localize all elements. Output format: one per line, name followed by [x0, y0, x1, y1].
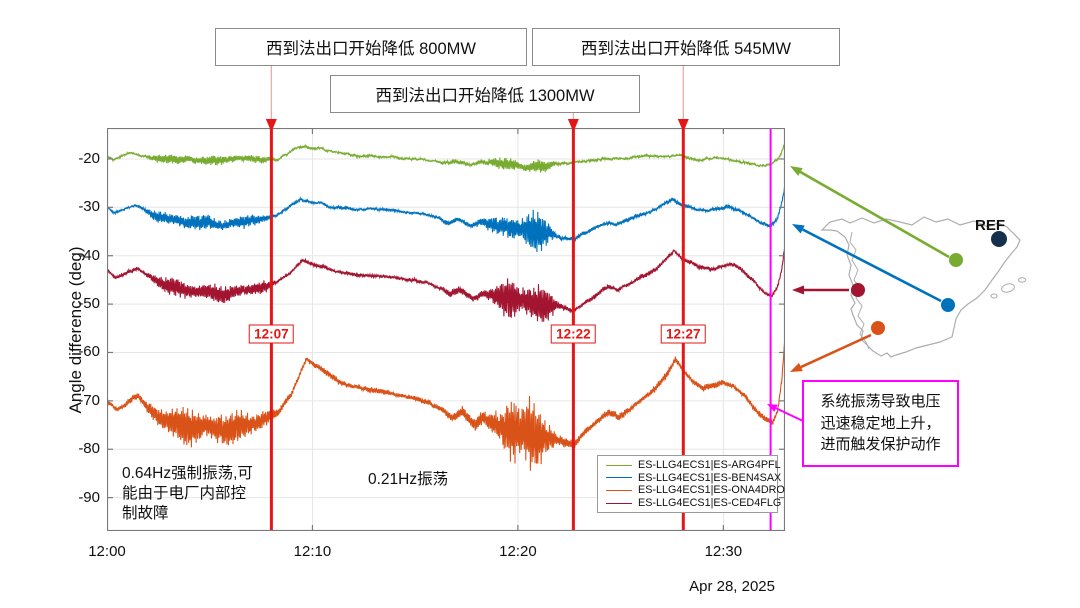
- menorca-island: [1018, 277, 1026, 283]
- legend-label: ES-LLG4ECS1|ES-ONA4DRO: [638, 484, 785, 497]
- event-time-label-12:22: 12:22: [551, 324, 596, 344]
- y-tick-label: -40: [78, 246, 100, 264]
- legend-label: ES-LLG4ECS1|ES-ARG4PFL: [638, 459, 781, 472]
- annotation-protection-text: 系统振荡导致电压 迅速稳定地上升， 进而触发保护动作: [820, 392, 941, 454]
- axes-frame: [107, 128, 785, 531]
- annotation-box-800mw: 西到法出口开始降低 800MW: [215, 28, 527, 66]
- event-time-label-12:27: 12:27: [661, 324, 706, 344]
- map-arrow-ES-ONA4DRO-head: [790, 362, 803, 372]
- map-dot-ES-CED4FLG: [851, 283, 865, 297]
- x-tick-label: 12:00: [88, 543, 126, 560]
- annotation-0-21hz-oscillation: 0.21Hz振荡: [368, 471, 449, 488]
- ref-label: REF: [975, 217, 1005, 234]
- trace-ES-ONA4DRO: [107, 337, 785, 471]
- legend-line-swatch: [606, 502, 632, 504]
- map-dot-ES-ONA4DRO: [871, 321, 885, 335]
- gridlines: [107, 128, 785, 531]
- legend-item: ES-LLG4ECS1|ES-ARG4PFL: [606, 459, 781, 472]
- annotation-protection-box: 系统振荡导致电压 迅速稳定地上升， 进而触发保护动作: [802, 380, 959, 467]
- annotation-box-545mw: 西到法出口开始降低 545MW: [532, 28, 840, 66]
- event-time-label-12:07: 12:07: [249, 324, 294, 344]
- map-dot-ES-BEN4SAX: [941, 298, 955, 312]
- y-tick-label: -80: [78, 440, 100, 458]
- y-tick-label: -90: [78, 488, 100, 506]
- ibiza-island: [990, 293, 998, 299]
- legend-label: ES-LLG4ECS1|ES-BEN4SAX: [638, 471, 782, 484]
- y-tick-label: -30: [78, 198, 100, 216]
- legend-item: ES-LLG4ECS1|ES-CED4FLG: [606, 497, 781, 510]
- y-tick-label: -20: [78, 149, 100, 167]
- x-tick-label: 12:20: [499, 543, 537, 560]
- x-tick-label: 12:10: [293, 543, 332, 560]
- map-arrow-ES-BEN4SAX-head: [792, 224, 805, 234]
- map-dot-REF: [991, 231, 1007, 247]
- y-tick-label: -60: [78, 343, 100, 361]
- iberia-map: REF: [820, 216, 1026, 358]
- annotation-0-64hz-oscillation: 0.64Hz强制振荡,可 能由于电厂内部控 制故障: [122, 465, 253, 523]
- map-arrow-ES-ARG4PFL-head: [790, 166, 803, 176]
- map-arrow-ES-CED4FLG-head: [792, 285, 804, 295]
- trace-ES-BEN4SAX: [107, 184, 785, 253]
- legend-item: ES-LLG4ECS1|ES-BEN4SAX: [606, 472, 781, 485]
- legend-label: ES-LLG4ECS1|ES-CED4FLG: [638, 497, 782, 510]
- legend: ES-LLG4ECS1|ES-ARG4PFL ES-LLG4ECS1|ES-BEN…: [597, 455, 785, 514]
- legend-line-swatch: [606, 477, 632, 479]
- annotation-box-1300mw-text: 西到法出口开始降低 1300MW: [375, 87, 595, 105]
- annotation-box-1300mw: 西到法出口开始降低 1300MW: [330, 75, 640, 113]
- x-axis-date-label: Apr 28, 2025: [689, 578, 775, 595]
- annotation-box-800mw-text: 西到法出口开始降低 800MW: [266, 40, 476, 58]
- x-tick-label: 12:30: [704, 543, 743, 560]
- traces: [107, 141, 785, 471]
- annotation-box-545mw-text: 西到法出口开始降低 545MW: [581, 40, 791, 58]
- map-dot-ES-ARG4PFL: [949, 253, 963, 267]
- y-tick-label: -50: [78, 295, 100, 313]
- y-tick-label: -70: [78, 391, 100, 409]
- legend-line-swatch: [606, 464, 632, 466]
- legend-item: ES-LLG4ECS1|ES-ONA4DRO: [606, 484, 785, 497]
- trace-ES-CED4FLG: [107, 243, 785, 322]
- y-axis-label: Angle difference (deg): [66, 246, 85, 414]
- legend-line-swatch: [606, 489, 632, 491]
- mallorca-island: [1001, 283, 1015, 293]
- trace-ES-ARG4PFL: [107, 141, 785, 173]
